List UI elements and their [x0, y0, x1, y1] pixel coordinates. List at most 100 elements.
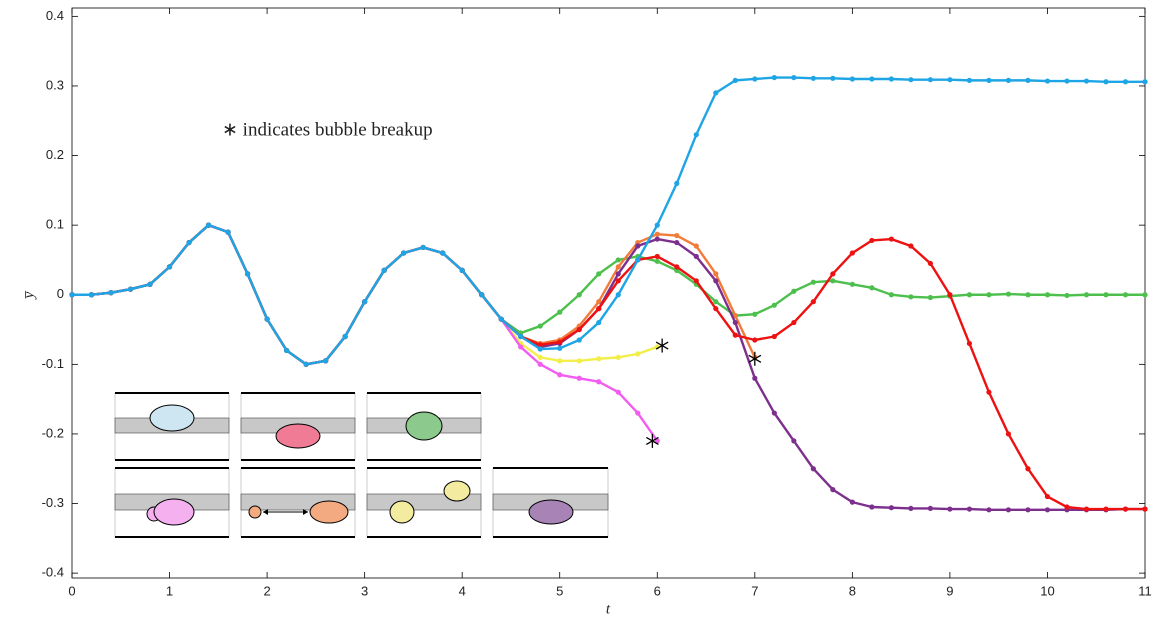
series-point — [1005, 431, 1012, 437]
x-tick-label: 4 — [459, 583, 466, 598]
series-point — [830, 278, 836, 284]
series-point — [615, 271, 621, 277]
series-point — [166, 264, 173, 270]
series-point — [1044, 292, 1051, 298]
series-point — [284, 347, 290, 354]
series-point — [381, 267, 387, 273]
series-point — [596, 356, 602, 362]
series-point — [186, 239, 192, 246]
series-point — [557, 372, 563, 378]
series-point — [927, 77, 934, 83]
series-point — [635, 410, 641, 416]
series-point — [713, 90, 719, 96]
series-point — [908, 294, 914, 300]
series-point — [479, 292, 485, 298]
series-point — [1005, 77, 1012, 83]
series-point — [674, 180, 680, 186]
series-point — [518, 344, 524, 350]
series-point — [323, 358, 329, 364]
series-point — [927, 505, 934, 512]
series-point — [654, 236, 660, 242]
series-point — [810, 75, 816, 81]
series-point — [1025, 507, 1031, 513]
series-point — [615, 389, 621, 395]
x-tick-label: 1 — [166, 583, 173, 598]
series-point — [810, 466, 816, 472]
series-point — [966, 292, 973, 298]
series-point — [596, 306, 602, 312]
y-tick-label: 0.1 — [46, 217, 64, 232]
series-point — [732, 319, 738, 326]
series-point — [1103, 506, 1109, 512]
inset — [114, 392, 230, 461]
annotation: ∗ indicates bubble breakup — [222, 119, 433, 140]
x-tick-label: 0 — [68, 583, 75, 598]
series-point — [771, 74, 777, 81]
series-point — [205, 222, 212, 228]
series-point — [810, 299, 816, 305]
inset — [114, 467, 230, 538]
inset — [366, 467, 482, 538]
series-point — [537, 361, 543, 367]
series-point — [1005, 291, 1012, 297]
series-point — [966, 506, 973, 512]
series-point — [654, 438, 660, 444]
series-point — [713, 278, 719, 284]
y-tick-label: -0.1 — [42, 356, 64, 371]
x-axis-label: t — [606, 601, 611, 617]
series-line — [72, 76, 1145, 366]
series-point — [713, 299, 719, 305]
series-point — [1122, 506, 1129, 512]
series-point — [557, 345, 563, 351]
series-point — [732, 332, 738, 338]
x-tick-label: 11 — [1138, 583, 1152, 598]
series-point — [771, 302, 777, 308]
series-point — [888, 505, 894, 511]
breakup-marker — [655, 338, 669, 353]
series-point — [693, 243, 699, 249]
series-point — [869, 285, 875, 291]
y-tick-label: 0 — [57, 286, 64, 301]
breakup-stroke — [646, 436, 659, 445]
series-point — [888, 292, 894, 298]
series-point — [557, 339, 563, 345]
series-point — [791, 74, 797, 81]
series-point — [830, 487, 836, 493]
series-point — [849, 281, 855, 287]
series-point — [615, 292, 621, 298]
series-point — [537, 323, 543, 329]
series-point — [1044, 507, 1051, 513]
series-point — [557, 358, 563, 364]
series-point — [869, 76, 875, 82]
series-point — [303, 361, 309, 367]
series-point — [674, 264, 680, 270]
series-point — [596, 319, 602, 326]
series-point — [69, 292, 75, 298]
series-point — [674, 239, 680, 246]
series-point — [342, 333, 348, 340]
series-point — [713, 271, 719, 277]
x-tick-label: 9 — [946, 583, 953, 598]
breakup-stroke — [655, 341, 669, 350]
series-line — [72, 223, 756, 366]
series-point — [732, 77, 738, 83]
series-point — [615, 278, 621, 284]
series-point — [693, 278, 699, 284]
series-point — [888, 76, 894, 82]
series-point — [908, 505, 914, 512]
series-point — [791, 438, 797, 444]
series-point — [1025, 77, 1031, 83]
series-point — [1044, 493, 1051, 500]
series-point — [1142, 79, 1148, 85]
series-point — [830, 271, 836, 277]
x-tick-label: 7 — [751, 583, 758, 598]
series-point — [849, 76, 855, 82]
series-point — [244, 271, 251, 277]
series-point — [752, 76, 758, 82]
y-tick-label: 0.4 — [46, 8, 64, 23]
series-point — [888, 236, 894, 242]
series-point — [537, 354, 543, 360]
series-point — [225, 229, 231, 235]
series-point — [654, 222, 660, 228]
